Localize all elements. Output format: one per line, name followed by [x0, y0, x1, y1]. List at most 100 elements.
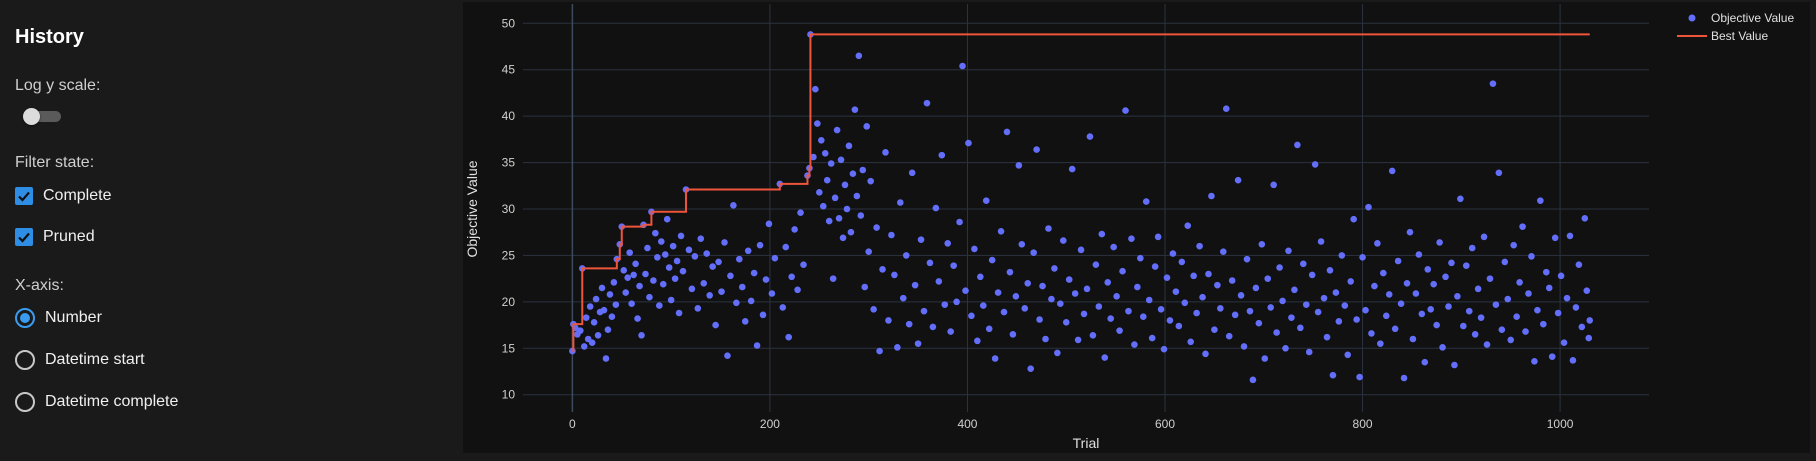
objective-point: [1071, 290, 1079, 297]
objective-point: [1151, 263, 1159, 270]
objective-point: [817, 136, 825, 144]
objective-point: [902, 252, 910, 259]
objective-point: [935, 278, 943, 285]
objective-point: [965, 139, 972, 147]
objective-point: [632, 260, 639, 268]
x-tick-label: 400: [957, 417, 977, 431]
objective-point: [1492, 301, 1500, 308]
x-tick-label: 800: [1353, 417, 1373, 431]
filter-complete-label: Complete: [43, 187, 112, 204]
chart-legend[interactable]: Objective Value Best Value: [1677, 11, 1794, 43]
objective-point: [636, 282, 643, 290]
x-tick-label: 600: [1155, 417, 1175, 431]
y-tick-label: 45: [502, 63, 516, 77]
objective-point: [1540, 320, 1547, 328]
objective-point: [1131, 341, 1138, 348]
objective-point: [1181, 299, 1189, 307]
objective-point: [1092, 261, 1100, 269]
objective-point: [706, 292, 713, 299]
objective-point: [733, 299, 740, 307]
chart-ticks: 0 200 400 600 800 1000 10 15 20 25 30 35 40 45 50: [502, 16, 1574, 431]
objective-point: [644, 244, 651, 252]
objective-point: [630, 271, 637, 279]
objective-point: [1125, 307, 1132, 315]
objective-point: [1581, 214, 1589, 222]
objective-point: [812, 85, 819, 93]
objective-point: [1137, 254, 1144, 262]
y-tick-label: 25: [502, 248, 516, 262]
objective-point: [586, 303, 594, 310]
objective-point: [608, 313, 616, 321]
objective-point: [1480, 233, 1488, 241]
objective-point: [604, 326, 612, 334]
filter-complete-checkbox[interactable]: Complete: [15, 184, 111, 208]
legend-objective-label[interactable]: Objective Value: [1711, 11, 1794, 25]
objective-point: [962, 287, 969, 295]
toggle-thumb: [23, 108, 40, 125]
objective-point: [1329, 371, 1337, 379]
objective-point: [768, 290, 776, 297]
history-chart[interactable]: 0 200 400 600 800 1000 10 15 20 25 30 35 40 45 50 Tria…: [463, 2, 1810, 453]
objective-point: [1335, 318, 1343, 325]
legend-best-label[interactable]: Best Value: [1711, 29, 1768, 43]
objective-point: [947, 328, 954, 335]
objective-point: [1563, 294, 1571, 302]
objective-point: [859, 166, 867, 174]
objective-point: [1569, 357, 1577, 364]
objective-point: [594, 331, 602, 339]
objective-point: [756, 241, 764, 249]
objective-point: [810, 153, 817, 161]
objective-point: [839, 234, 847, 242]
objective-point: [1104, 279, 1112, 286]
objective-point: [1347, 278, 1355, 285]
objective-point: [833, 126, 841, 134]
objective-point: [1308, 271, 1316, 279]
objective-point: [1110, 243, 1117, 251]
log-y-scale-label: Log y scale:: [15, 77, 101, 94]
objective-point: [861, 283, 869, 291]
objective-point: [1305, 348, 1313, 356]
objective-point: [1394, 257, 1402, 265]
y-axis-title: Objective Value: [464, 160, 480, 257]
xaxis-option-datetime-start[interactable]: Datetime start: [15, 348, 145, 372]
objective-point: [1134, 283, 1141, 291]
objective-point: [897, 199, 904, 206]
objective-point: [1240, 343, 1248, 350]
filter-pruned-checkbox[interactable]: Pruned: [15, 225, 95, 249]
objective-point: [1557, 272, 1565, 280]
log-y-scale-toggle[interactable]: [23, 108, 61, 125]
objective-point: [1338, 252, 1346, 259]
objective-point: [1525, 290, 1532, 297]
xaxis-option-number[interactable]: Number: [15, 306, 102, 330]
objective-point: [759, 311, 767, 319]
objective-point: [657, 238, 665, 245]
objective-point: [1542, 268, 1550, 276]
objective-point: [1374, 240, 1381, 247]
objective-point: [1119, 267, 1126, 275]
objective-point: [899, 294, 907, 302]
objective-point: [1027, 365, 1034, 373]
objective-point: [1211, 326, 1218, 334]
best-value-line-group: [572, 33, 1590, 353]
objective-point: [1320, 294, 1328, 302]
objective-point: [1057, 300, 1064, 308]
history-chart-panel[interactable]: 0 200 400 600 800 1000 10 15 20 25 30 35 40 45 50 Tria…: [463, 2, 1810, 453]
objective-point: [624, 274, 631, 282]
objective-point: [1021, 305, 1029, 312]
radio-unselected-icon: [15, 350, 35, 370]
objective-point: [1139, 313, 1147, 321]
objective-point: [938, 151, 946, 159]
objective-point: [1045, 225, 1052, 232]
objective-point: [1311, 161, 1319, 168]
objective-point: [1586, 317, 1594, 324]
xaxis-option-datetime-complete[interactable]: Datetime complete: [15, 390, 178, 414]
objective-point: [1297, 324, 1304, 332]
objective-point: [1225, 332, 1233, 340]
objective-point: [1421, 358, 1429, 366]
objective-point: [835, 214, 843, 222]
objective-point: [598, 284, 606, 292]
objective-point: [669, 242, 677, 250]
objective-point: [1190, 272, 1197, 280]
objective-point: [1196, 242, 1203, 250]
objective-point: [1457, 195, 1464, 203]
